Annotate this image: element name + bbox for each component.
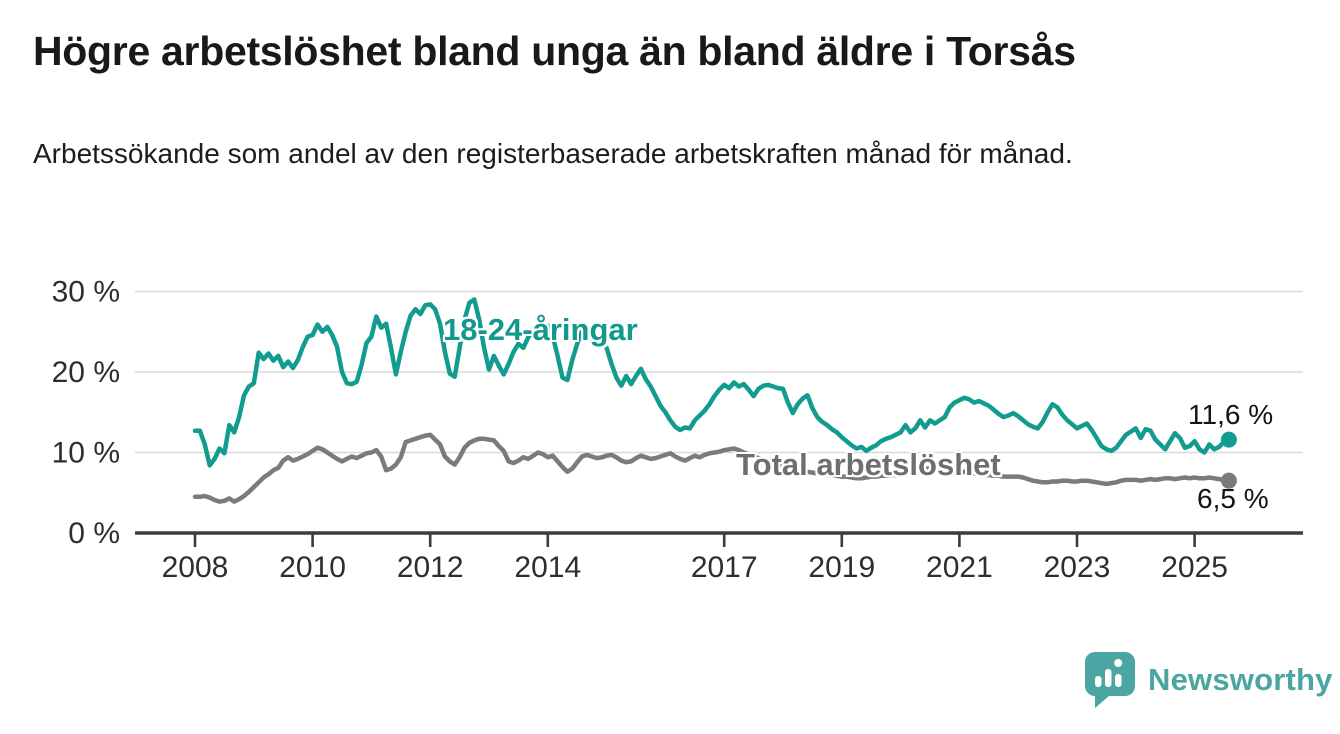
newsworthy-brand: Newsworthy [1085,652,1333,708]
series-end-dot-18-24-åringar [1220,431,1237,448]
chart-title: Högre arbetslöshet bland unga än bland ä… [33,28,1076,74]
y-tick-label-10: 10 % [52,437,120,470]
series-end-dot-total-arbetslöshet [1220,472,1237,489]
end-value-18-24: 11,6 % [1188,399,1274,430]
logo-dot [1114,659,1123,667]
series-label-total: Total arbetslöshet [736,447,1001,482]
x-tick-label-2010: 2010 [279,551,346,584]
chart-subtitle: Arbetssökande som andel av den registerb… [33,138,1073,169]
series-label-18-24: 18-24-åringar [443,312,638,347]
series-line-total-arbetslöshet [192,432,1232,504]
end-value-total: 6,5 % [1197,483,1269,514]
y-tick-label-0: 0 % [68,517,120,550]
x-tick-label-2008: 2008 [162,551,229,584]
x-tick-label-2025: 2025 [1161,551,1228,584]
logo-bar-1 [1095,676,1102,687]
newsworthy-wordmark: Newsworthy [1148,662,1333,697]
y-tick-label-30: 30 % [52,276,120,309]
x-tick-label-2023: 2023 [1044,551,1111,584]
x-tick-label-2012: 2012 [397,551,464,584]
x-tick-label-2014: 2014 [514,551,581,584]
logo-bar-3 [1115,674,1122,687]
x-tick-label-2019: 2019 [808,551,875,584]
logo-bar-2 [1105,669,1112,687]
y-tick-label-20: 20 % [52,356,120,389]
x-tick-label-2017: 2017 [691,551,758,584]
newsworthy-logo-icon [1085,652,1135,708]
x-tick-label-2021: 2021 [926,551,993,584]
series-line-18-24-åringar [192,297,1232,468]
